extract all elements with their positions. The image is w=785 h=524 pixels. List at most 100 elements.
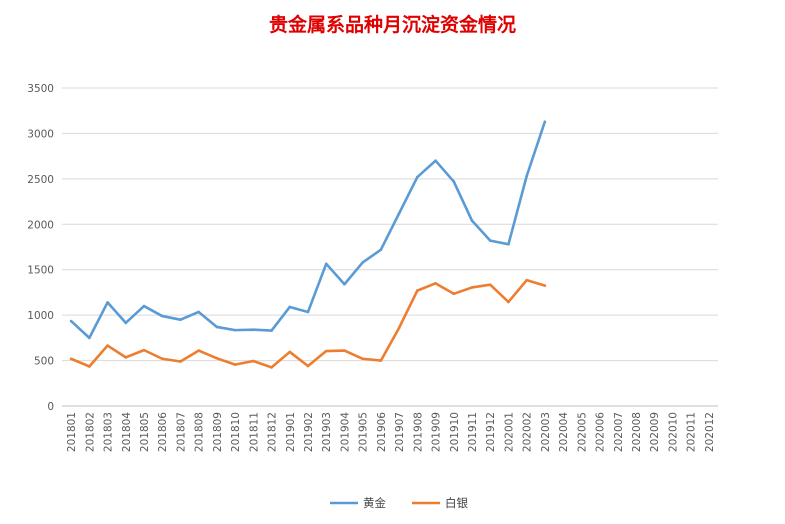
y-tick-label: 500 — [34, 356, 54, 368]
data-point — [324, 349, 328, 353]
x-tick-label: 201907 — [394, 412, 406, 452]
x-tick-label: 202010 — [667, 412, 679, 452]
chart-title: 贵金属系品种月沉淀资金情况 — [268, 14, 516, 36]
x-tick-label: 202011 — [686, 412, 698, 452]
data-point — [361, 261, 364, 264]
x-tick-label: 201910 — [449, 412, 461, 452]
data-point — [88, 365, 91, 368]
x-tick-label: 201807 — [175, 412, 187, 452]
data-point — [252, 359, 255, 363]
data-point — [507, 300, 510, 304]
x-tick-label: 201909 — [431, 412, 443, 452]
x-tick-label: 201809 — [212, 412, 224, 452]
data-point — [106, 301, 109, 304]
data-point — [379, 248, 383, 252]
y-tick-label: 2000 — [27, 219, 54, 231]
data-point — [124, 321, 128, 325]
data-point — [69, 319, 73, 323]
x-tick-label: 201903 — [321, 412, 333, 452]
data-point — [179, 360, 182, 363]
y-tick-label: 3000 — [27, 128, 54, 140]
x-tick-label: 201801 — [66, 412, 78, 452]
data-point — [361, 357, 364, 361]
data-point — [343, 282, 346, 286]
x-tick-label: 202006 — [595, 412, 607, 452]
data-point — [306, 364, 310, 368]
x-tick-label: 201905 — [358, 412, 370, 452]
series-line-1 — [70, 121, 547, 340]
x-tick-label: 201902 — [303, 412, 315, 452]
x-tick-label: 201808 — [194, 412, 206, 452]
x-tick-label: 202012 — [704, 412, 716, 452]
y-tick-label: 2500 — [27, 174, 54, 186]
data-point — [306, 310, 310, 314]
legend-label: 黄金 — [363, 496, 386, 510]
x-tick-label: 202003 — [540, 412, 552, 452]
data-point — [160, 357, 164, 361]
data-point — [543, 284, 547, 287]
x-tick-label: 201805 — [139, 412, 151, 452]
data-point — [142, 348, 146, 352]
x-tick-label: 202007 — [613, 412, 625, 452]
x-tick-label: 201802 — [84, 412, 96, 452]
data-point — [142, 304, 146, 308]
data-point — [507, 242, 510, 246]
x-tick-label: 201812 — [267, 412, 279, 452]
data-point — [525, 174, 528, 178]
data-point — [379, 359, 383, 362]
x-tick-label: 202005 — [576, 412, 588, 452]
x-tick-label: 201906 — [376, 412, 388, 452]
x-tick-label: 201908 — [412, 412, 424, 452]
data-point — [452, 180, 456, 183]
data-point — [179, 318, 182, 321]
data-point — [470, 219, 474, 222]
data-point — [470, 286, 474, 289]
data-point — [215, 325, 219, 329]
y-tick-label: 1000 — [27, 310, 54, 322]
data-point — [525, 278, 528, 282]
data-point — [124, 356, 128, 359]
data-point — [488, 239, 492, 242]
data-point — [270, 366, 273, 369]
data-point — [197, 310, 200, 314]
x-tick-label: 201901 — [285, 412, 297, 452]
data-point — [233, 328, 237, 332]
data-point — [543, 120, 547, 123]
data-point — [270, 329, 273, 332]
x-tick-label: 201904 — [339, 412, 351, 452]
y-tick-label: 0 — [47, 401, 54, 413]
data-point — [397, 326, 401, 330]
x-tick-label: 202001 — [503, 412, 515, 452]
x-tick-label: 202009 — [649, 412, 661, 452]
data-point — [452, 292, 456, 296]
x-tick-label: 201806 — [157, 412, 169, 452]
data-point — [488, 283, 492, 287]
data-point — [197, 349, 200, 352]
series-line-2 — [70, 278, 546, 369]
data-point — [160, 314, 164, 318]
data-point — [434, 282, 437, 285]
data-point — [397, 212, 401, 215]
data-point — [343, 349, 346, 352]
x-tick-label: 201912 — [485, 412, 497, 452]
data-point — [416, 175, 419, 179]
data-point — [215, 357, 219, 360]
x-tick-label: 201811 — [248, 412, 260, 452]
data-point — [233, 363, 237, 366]
x-tick-label: 201911 — [467, 412, 479, 452]
x-tick-label: 201810 — [230, 412, 242, 452]
data-point — [69, 357, 73, 361]
data-point — [324, 262, 328, 266]
legend-label: 白银 — [445, 496, 468, 510]
data-point — [88, 336, 91, 340]
x-tick-label: 202004 — [558, 412, 570, 452]
data-point — [434, 159, 437, 162]
data-point — [288, 350, 292, 354]
data-point — [106, 344, 109, 347]
y-tick-label: 3500 — [27, 83, 54, 95]
x-tick-label: 202002 — [522, 412, 534, 452]
x-tick-label: 201803 — [103, 412, 115, 452]
data-point — [416, 289, 419, 292]
data-point — [252, 328, 255, 331]
